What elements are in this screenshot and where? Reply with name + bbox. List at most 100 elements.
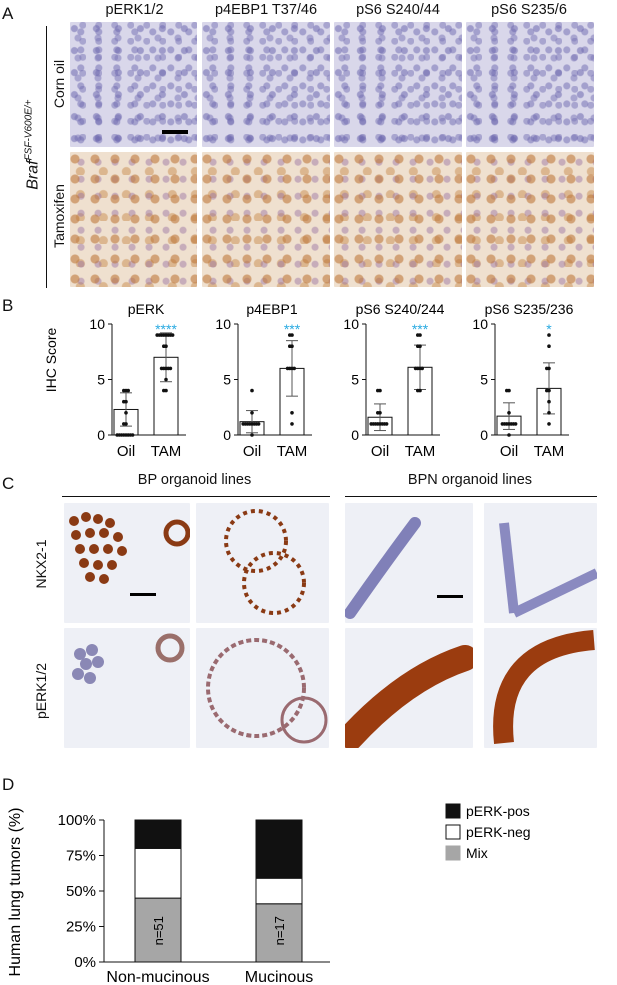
point-3-TAM	[547, 344, 551, 348]
x-label-3-TAM: TAM	[534, 443, 565, 460]
chart-title-3: pS6 S235/236	[485, 301, 574, 317]
column-header-p4ebp1: p4EBP1 T37/46	[214, 2, 318, 18]
group-label-bpn: BPN organoid lines	[407, 472, 533, 488]
point-1-TAM	[292, 366, 297, 371]
ihc-image-tam-p4ebp1	[202, 152, 330, 287]
organoid-bpn1-perk-drawing	[345, 645, 473, 748]
y-tick-label-0-0: 0	[97, 427, 105, 443]
point-3-Oil	[507, 433, 511, 437]
ihc-image-tam-ps6-235	[466, 152, 594, 287]
point-2-Oil	[384, 422, 389, 426]
significance-3: *	[546, 321, 552, 337]
significance-0: ****	[155, 321, 177, 337]
group-rule-bp	[62, 496, 330, 497]
y-tick-label-3-10: 10	[472, 316, 488, 332]
legend-swatch-pos	[445, 803, 461, 819]
panel-b-ylabel: IHC Score	[43, 328, 59, 393]
organoid-bp2-perk-drawing	[206, 638, 328, 744]
organoid-bp1-perk	[64, 628, 190, 748]
organoid-bp2-perk	[196, 628, 329, 748]
y-tick-label-0-5: 5	[97, 372, 105, 388]
y-tick-label-1-0: 0	[223, 427, 231, 443]
y-tick-label-3-5: 5	[480, 372, 488, 388]
point-1-Oil	[241, 422, 245, 426]
x-label-2-Oil: Oil	[371, 443, 389, 460]
row-label-nkx2-1: NKX2-1	[33, 539, 49, 589]
point-1-TAM	[288, 344, 292, 348]
organoid-bp2-nkx2-1-drawing	[224, 509, 306, 615]
ihc-image-tam-ps6-240	[334, 152, 462, 287]
y-tick-label-3-0: 0	[480, 427, 488, 443]
organoid-bp2-nkx2-1	[196, 503, 329, 623]
x-label-1-Oil: Oil	[243, 443, 261, 460]
d-y-tick-label-25: 25%	[66, 919, 96, 936]
d-bar-Mucinous-pERK-pos	[255, 819, 303, 879]
legend-label-neg: pERK-neg	[466, 824, 531, 840]
column-header-ps6-240: pS6 S240/44	[356, 2, 440, 18]
point-1-Oil	[256, 422, 261, 426]
point-1-TAM	[290, 411, 294, 415]
group-label-bp: BP organoid lines	[137, 472, 252, 488]
legend-swatch-neg	[445, 824, 461, 840]
ihc-image-oil-perk	[70, 22, 197, 147]
point-1-TAM	[290, 422, 294, 426]
organoid-bpn2-perk-drawing	[493, 630, 595, 745]
legend-label-mix: Mix	[466, 845, 488, 861]
organoid-bpn2-perk	[484, 628, 597, 748]
y-tick-label-2-0: 0	[351, 427, 359, 443]
chart-title-0: pERK	[128, 301, 165, 317]
y-tick-label-2-5: 5	[351, 372, 359, 388]
point-0-Oil	[122, 399, 126, 404]
significance-2: ***	[412, 321, 429, 337]
d-n-label-Non-mucinous: n=51	[151, 916, 166, 945]
d-bar-Non-mucinous-Mix	[134, 897, 182, 963]
panel-d-chart: Human lung tumors (%) 0% 25% 50% 75% 100% n=5…	[7, 803, 531, 985]
x-label-3-Oil: Oil	[500, 443, 518, 460]
point-0-TAM	[170, 333, 175, 337]
group-rule-bpn	[345, 496, 597, 497]
x-label-0-Oil: Oil	[117, 443, 135, 460]
panel-label-d: D	[2, 775, 15, 794]
d-y-tick-label-100: 100%	[58, 812, 96, 829]
y-tick-label-1-5: 5	[223, 372, 231, 388]
organoid-bpn2-nkx2-1-drawing	[499, 522, 597, 618]
d-y-tick-label-0: 0%	[74, 954, 96, 971]
organoid-bp1-perk-drawing	[72, 633, 185, 684]
point-3-Oil	[513, 422, 518, 426]
point-3-TAM	[545, 388, 549, 393]
ihc-image-oil-ps6-240	[334, 22, 462, 147]
column-header-ps6-235: pS6 S235/6	[491, 2, 567, 18]
point-0-TAM	[155, 333, 159, 337]
point-2-TAM	[420, 366, 425, 371]
panel-label-b: B	[2, 296, 14, 315]
point-2-TAM	[416, 333, 420, 337]
scale-bar	[162, 130, 188, 134]
d-bar-Non-mucinous-pERK-pos	[134, 819, 182, 849]
point-3-Oil	[505, 388, 509, 393]
point-2-TAM	[416, 388, 420, 393]
point-0-TAM	[159, 366, 164, 371]
d-x-label-Non-mucinous: Non-mucinous	[106, 969, 209, 985]
d-n-label-Mucinous: n=17	[272, 916, 287, 945]
organoid-bp1-nkx2-1	[64, 503, 190, 623]
panel-label-c: C	[2, 474, 15, 493]
y-tick-label-0-10: 10	[89, 316, 105, 332]
chart-title-2: pS6 S240/244	[356, 301, 445, 317]
genotype-base: Braf	[24, 160, 42, 190]
genotype-divider	[46, 26, 47, 288]
genotype-label: BrafFSF-V600E/+	[23, 60, 42, 230]
genotype-superscript: FSF-V600E/+	[23, 99, 35, 161]
organoid-bpn1-nkx2-1	[345, 503, 473, 623]
ihc-image-oil-ps6-235	[466, 22, 594, 147]
column-header-perk: pERK1/2	[105, 2, 164, 18]
x-label-2-TAM: TAM	[405, 443, 436, 460]
point-0-Oil	[122, 388, 126, 393]
point-3-TAM	[545, 366, 549, 371]
organoid-bpn1-perk	[345, 628, 473, 748]
x-label-0-TAM: TAM	[151, 443, 182, 460]
point-0-TAM	[162, 388, 166, 393]
point-3-Oil	[500, 422, 505, 426]
y-tick-label-2-10: 10	[343, 316, 359, 332]
point-1-TAM	[288, 333, 292, 337]
